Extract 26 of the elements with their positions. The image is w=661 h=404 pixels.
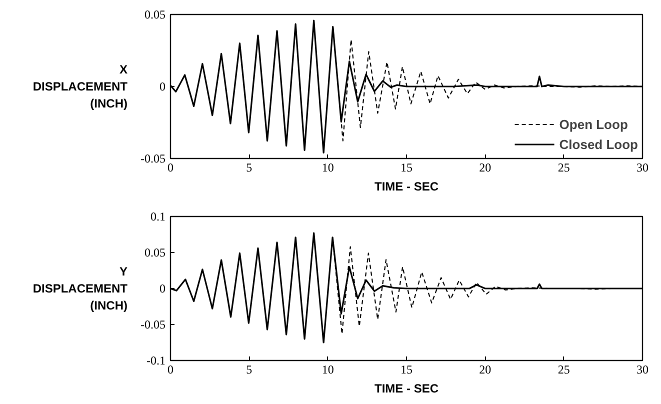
y-tick-label: 0.05 bbox=[144, 8, 166, 22]
x-axis-title: TIME - SEC bbox=[374, 180, 439, 194]
x-tick-label: 10 bbox=[322, 362, 334, 376]
x-tick-label: 25 bbox=[558, 160, 570, 174]
x-tick-label: 15 bbox=[400, 160, 412, 174]
y-tick-label: 0 bbox=[160, 80, 166, 94]
y-axis-title: Y DISPLACEMENT (INCH) bbox=[32, 264, 128, 312]
x-tick-label: 20 bbox=[479, 362, 492, 376]
x-tick-label: 20 bbox=[479, 160, 492, 174]
x-tick-label: 5 bbox=[246, 362, 252, 376]
x-axis-title: TIME - SEC bbox=[374, 382, 439, 396]
x-tick-label: 30 bbox=[636, 362, 648, 376]
x-tick-label: 15 bbox=[400, 362, 412, 376]
x-tick-label: 30 bbox=[636, 160, 648, 174]
legend-label: Closed Loop bbox=[559, 136, 638, 152]
x-tick-label: 25 bbox=[558, 362, 570, 376]
y-axis-title: X DISPLACEMENT (INCH) bbox=[32, 62, 128, 110]
legend-label: Open Loop bbox=[559, 116, 628, 132]
y-tick-label: -0.1 bbox=[146, 354, 166, 368]
y-tick-label: 0 bbox=[160, 282, 166, 296]
y-tick-label: -0.05 bbox=[140, 152, 166, 166]
y-tick-label: 0.1 bbox=[150, 210, 166, 224]
x-tick-label: 10 bbox=[322, 160, 334, 174]
y-tick-label: -0.05 bbox=[140, 318, 166, 332]
y-tick-label: 0.05 bbox=[144, 246, 166, 260]
x-tick-label: 5 bbox=[246, 160, 252, 174]
